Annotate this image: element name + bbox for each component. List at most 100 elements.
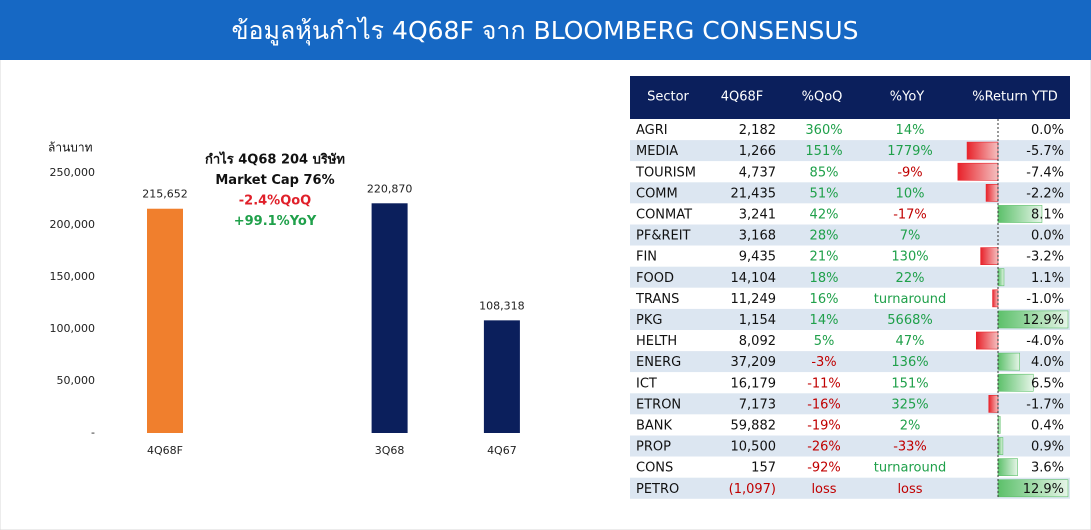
- cell-qoq: 28%: [810, 229, 839, 244]
- cell-sector: TOURISM: [635, 165, 696, 180]
- annotation: -2.4%QoQ: [239, 194, 311, 209]
- annotation: Market Cap 76%: [215, 173, 334, 188]
- cell-yoy: 14%: [896, 123, 925, 138]
- cell-yoy: loss: [897, 482, 922, 497]
- cell-sector: PETRO: [636, 482, 679, 497]
- y-tick-label: 150,000: [50, 270, 96, 283]
- cell-qoq: 360%: [805, 123, 842, 138]
- x-tick-label: 4Q67: [487, 444, 517, 457]
- cell-yoy: 151%: [891, 376, 928, 391]
- cell-qoq: 5%: [814, 334, 835, 349]
- cell-qoq: -92%: [807, 461, 841, 476]
- ytd-bar: [997, 373, 1034, 392]
- cell-ytd: -1.0%: [1026, 292, 1064, 307]
- cell-sector: ENERG: [636, 355, 681, 370]
- header-bar: [0, 0, 1091, 60]
- cell-qoq: -3%: [811, 355, 836, 370]
- cell-yoy: 1779%: [887, 144, 932, 159]
- y-axis-label: ล้านบาท: [48, 141, 93, 155]
- cell-yoy: 5668%: [887, 313, 932, 328]
- cell-sector: ETRON: [636, 397, 681, 412]
- ytd-bar: [985, 184, 999, 202]
- cell-profit: 8,092: [739, 334, 776, 349]
- cell-ytd: -5.7%: [1026, 144, 1064, 159]
- cell-qoq: 42%: [810, 207, 839, 222]
- y-tick-label: 100,000: [50, 322, 96, 335]
- ytd-bar: [957, 162, 999, 181]
- y-tick-label: 250,000: [50, 166, 96, 179]
- ytd-bar: [975, 331, 999, 350]
- cell-ytd: 4.0%: [1031, 355, 1064, 370]
- cell-yoy: 130%: [891, 250, 928, 265]
- table-row: [630, 393, 1070, 415]
- table-row: [630, 435, 1070, 457]
- cell-profit: 1,266: [739, 144, 776, 159]
- cell-qoq: 16%: [810, 292, 839, 307]
- table-row: [630, 182, 1070, 204]
- cell-yoy: 10%: [896, 186, 925, 201]
- bar: [483, 320, 520, 433]
- cell-yoy: 325%: [891, 397, 928, 412]
- cell-ytd: 0.0%: [1031, 229, 1064, 244]
- cell-profit: 16,179: [731, 376, 777, 391]
- table-row: [630, 414, 1070, 436]
- ytd-bar: [988, 394, 999, 413]
- cell-sector: PF&REIT: [636, 229, 691, 244]
- table-row: [630, 203, 1070, 225]
- column-header: %QoQ: [802, 90, 843, 105]
- ytd-bar: [997, 437, 1004, 455]
- x-tick-label: 3Q68: [375, 444, 405, 457]
- table-row: [630, 224, 1070, 246]
- cell-qoq: 18%: [810, 271, 839, 286]
- cell-ytd: 6.5%: [1031, 376, 1064, 391]
- value-label: 108,318: [479, 299, 525, 312]
- annotation: กำไร 4Q68 204 บริษัท: [205, 151, 345, 168]
- x-tick-label: 4Q68F: [147, 444, 183, 457]
- cell-sector: FOOD: [636, 271, 674, 286]
- cell-qoq: -26%: [807, 440, 841, 455]
- cell-ytd: 0.4%: [1031, 418, 1064, 433]
- cell-profit: 9,435: [739, 250, 776, 265]
- cell-ytd: 1.1%: [1031, 271, 1064, 286]
- cell-profit: 3,241: [739, 207, 776, 222]
- cell-ytd: 12.9%: [1023, 313, 1064, 328]
- cell-profit: 14,104: [731, 271, 777, 286]
- y-tick-label: 200,000: [50, 218, 96, 231]
- cell-sector: CONS: [636, 461, 673, 476]
- cell-profit: 11,249: [731, 292, 777, 307]
- header-title: ข้อมูลหุ้นกำไร 4Q68F จาก BLOOMBERG CONSE…: [231, 16, 858, 46]
- cell-qoq: 51%: [810, 186, 839, 201]
- cell-yoy: 22%: [896, 271, 925, 286]
- cell-qoq: 85%: [810, 165, 839, 180]
- cell-qoq: 14%: [810, 313, 839, 328]
- cell-ytd: -2.2%: [1026, 186, 1064, 201]
- ytd-bar: [997, 352, 1021, 371]
- cell-sector: COMM: [636, 186, 678, 201]
- table-row: [630, 372, 1070, 394]
- cell-ytd: 8.1%: [1031, 207, 1064, 222]
- cell-sector: PKG: [636, 313, 662, 328]
- cell-ytd: 0.0%: [1031, 123, 1064, 138]
- cell-yoy: -17%: [893, 207, 927, 222]
- cell-ytd: -4.0%: [1026, 334, 1064, 349]
- table-row: [630, 245, 1070, 267]
- y-tick-label: -: [91, 426, 95, 439]
- value-label: 220,870: [367, 182, 413, 195]
- cell-sector: MEDIA: [636, 144, 678, 159]
- cell-qoq: -11%: [807, 376, 841, 391]
- cell-yoy: -9%: [897, 165, 922, 180]
- cell-profit: 59,882: [731, 418, 777, 433]
- column-header: %YoY: [890, 90, 925, 105]
- bar: [371, 203, 408, 433]
- cell-sector: TRANS: [635, 292, 679, 307]
- cell-profit: 4,737: [739, 165, 776, 180]
- cell-qoq: loss: [811, 482, 836, 497]
- cell-profit: (1,097): [729, 482, 776, 497]
- y-tick-label: 50,000: [57, 374, 96, 387]
- ytd-bar: [997, 268, 1005, 287]
- cell-profit: 2,182: [739, 123, 776, 138]
- table-row: [630, 287, 1070, 309]
- cell-sector: BANK: [636, 418, 673, 433]
- cell-sector: AGRI: [636, 123, 668, 138]
